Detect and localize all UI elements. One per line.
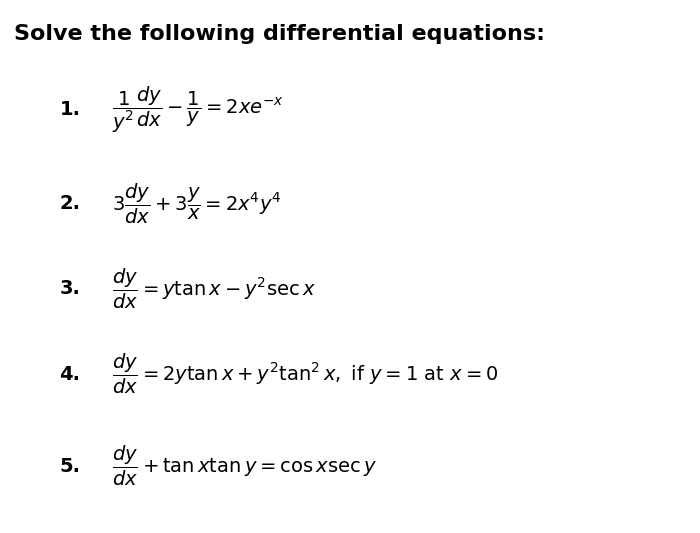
Text: 5.: 5.: [60, 457, 80, 476]
Text: 1.: 1.: [60, 100, 80, 119]
Text: $\dfrac{1}{y^2}\dfrac{dy}{dx} - \dfrac{1}{y} = 2xe^{-x}$: $\dfrac{1}{y^2}\dfrac{dy}{dx} - \dfrac{1…: [112, 84, 284, 134]
Text: 4.: 4.: [60, 365, 80, 384]
Text: 3.: 3.: [60, 279, 80, 298]
Text: $\dfrac{dy}{dx} = y\tan x - y^2 \sec x$: $\dfrac{dy}{dx} = y\tan x - y^2 \sec x$: [112, 267, 316, 311]
Text: 2.: 2.: [60, 194, 80, 213]
Text: $\dfrac{dy}{dx} + \tan x\tan y = \cos x\sec y$: $\dfrac{dy}{dx} + \tan x\tan y = \cos x\…: [112, 445, 377, 488]
Text: $\dfrac{dy}{dx} = 2y\tan x + y^2\tan^2 x,\ \mathrm{if}\ y = 1\ \mathrm{at}\ x = : $\dfrac{dy}{dx} = 2y\tan x + y^2\tan^2 x…: [112, 352, 498, 396]
Text: $3\dfrac{dy}{dx} + 3\dfrac{y}{x} = 2x^4 y^4$: $3\dfrac{dy}{dx} + 3\dfrac{y}{x} = 2x^4 …: [112, 182, 281, 225]
Text: Solve the following differential equations:: Solve the following differential equatio…: [14, 24, 545, 44]
